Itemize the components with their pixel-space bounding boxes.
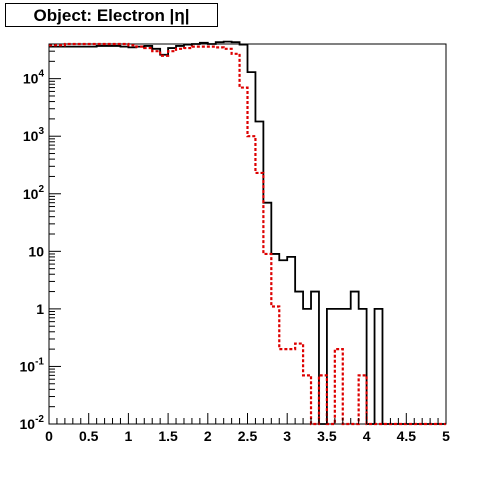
y-tick-label: 10 — [28, 243, 44, 259]
y-tick-label: 104 — [23, 69, 45, 87]
y-tick-label: 10-2 — [20, 414, 45, 432]
x-tick-label: 1.5 — [158, 428, 178, 444]
chart-title: Object: Electron |η| — [33, 6, 190, 25]
x-tick-label: 4.5 — [397, 428, 417, 444]
y-tick-label: 10-1 — [20, 356, 45, 374]
x-tick-label: 1 — [125, 428, 133, 444]
y-tick-label: 103 — [23, 126, 45, 144]
x-tick-label: 0 — [45, 428, 53, 444]
series-line-1 — [49, 40, 446, 425]
x-tick-label: 4 — [363, 428, 371, 444]
x-tick-label: 2 — [204, 428, 212, 444]
series-line-2 — [49, 42, 446, 426]
x-tick-label: 2.5 — [238, 428, 258, 444]
y-tick-label: 102 — [23, 184, 45, 202]
x-tick-label: 3 — [283, 428, 291, 444]
y-tick-label: 1 — [36, 301, 44, 317]
x-tick-label: 0.5 — [79, 428, 99, 444]
x-tick-label: 5 — [442, 428, 450, 444]
x-tick-label: 3.5 — [317, 428, 337, 444]
chart-title-box: Object: Electron |η| — [5, 3, 218, 27]
